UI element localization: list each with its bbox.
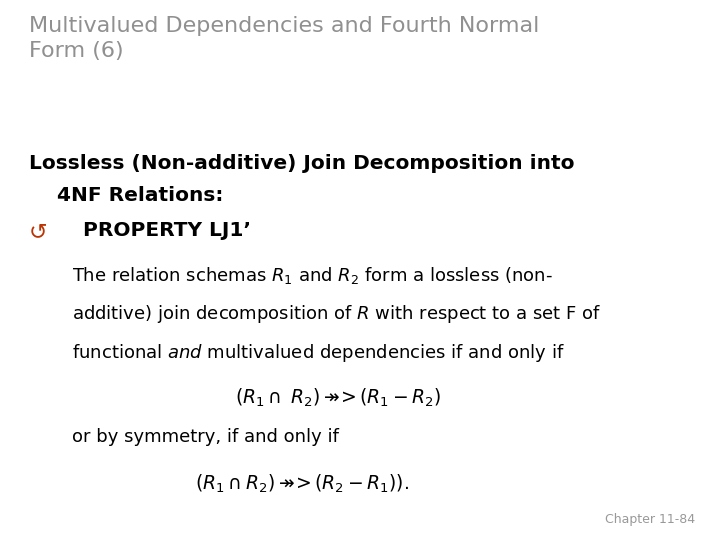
Text: PROPERTY LJ1’: PROPERTY LJ1’	[83, 221, 251, 240]
Text: Chapter 11-84: Chapter 11-84	[605, 514, 695, 526]
Text: additive) join decomposition of $R$ with respect to a set F of: additive) join decomposition of $R$ with…	[72, 303, 601, 326]
Text: or by symmetry, if and only if: or by symmetry, if and only if	[72, 428, 339, 446]
Text: $(R_1 \cap R_2) \twoheadrightarrow\!\!> (R_2 - R_1)).$: $(R_1 \cap R_2) \twoheadrightarrow\!\!> …	[195, 472, 410, 495]
Text: $(R_1 \cap \; R_2) \twoheadrightarrow\!\!> (R_1 - R_2)$: $(R_1 \cap \; R_2) \twoheadrightarrow\!\…	[235, 387, 441, 409]
Text: functional $\mathit{and}$ multivalued dependencies if and only if: functional $\mathit{and}$ multivalued de…	[72, 342, 564, 365]
Text: Multivalued Dependencies and Fourth Normal
Form (6): Multivalued Dependencies and Fourth Norm…	[29, 16, 539, 61]
Text: ↺: ↺	[29, 222, 48, 242]
Text: The relation schemas $R_1$ and $R_2$ form a lossless (non-: The relation schemas $R_1$ and $R_2$ for…	[72, 265, 553, 286]
Text: 4NF Relations:: 4NF Relations:	[29, 186, 223, 205]
Text: Lossless (Non-additive) Join Decomposition into: Lossless (Non-additive) Join Decompositi…	[29, 154, 575, 173]
